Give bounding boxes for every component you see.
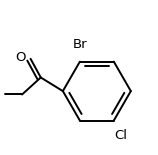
Text: Cl: Cl bbox=[114, 129, 127, 142]
Text: Br: Br bbox=[73, 38, 87, 51]
Text: O: O bbox=[15, 51, 25, 64]
